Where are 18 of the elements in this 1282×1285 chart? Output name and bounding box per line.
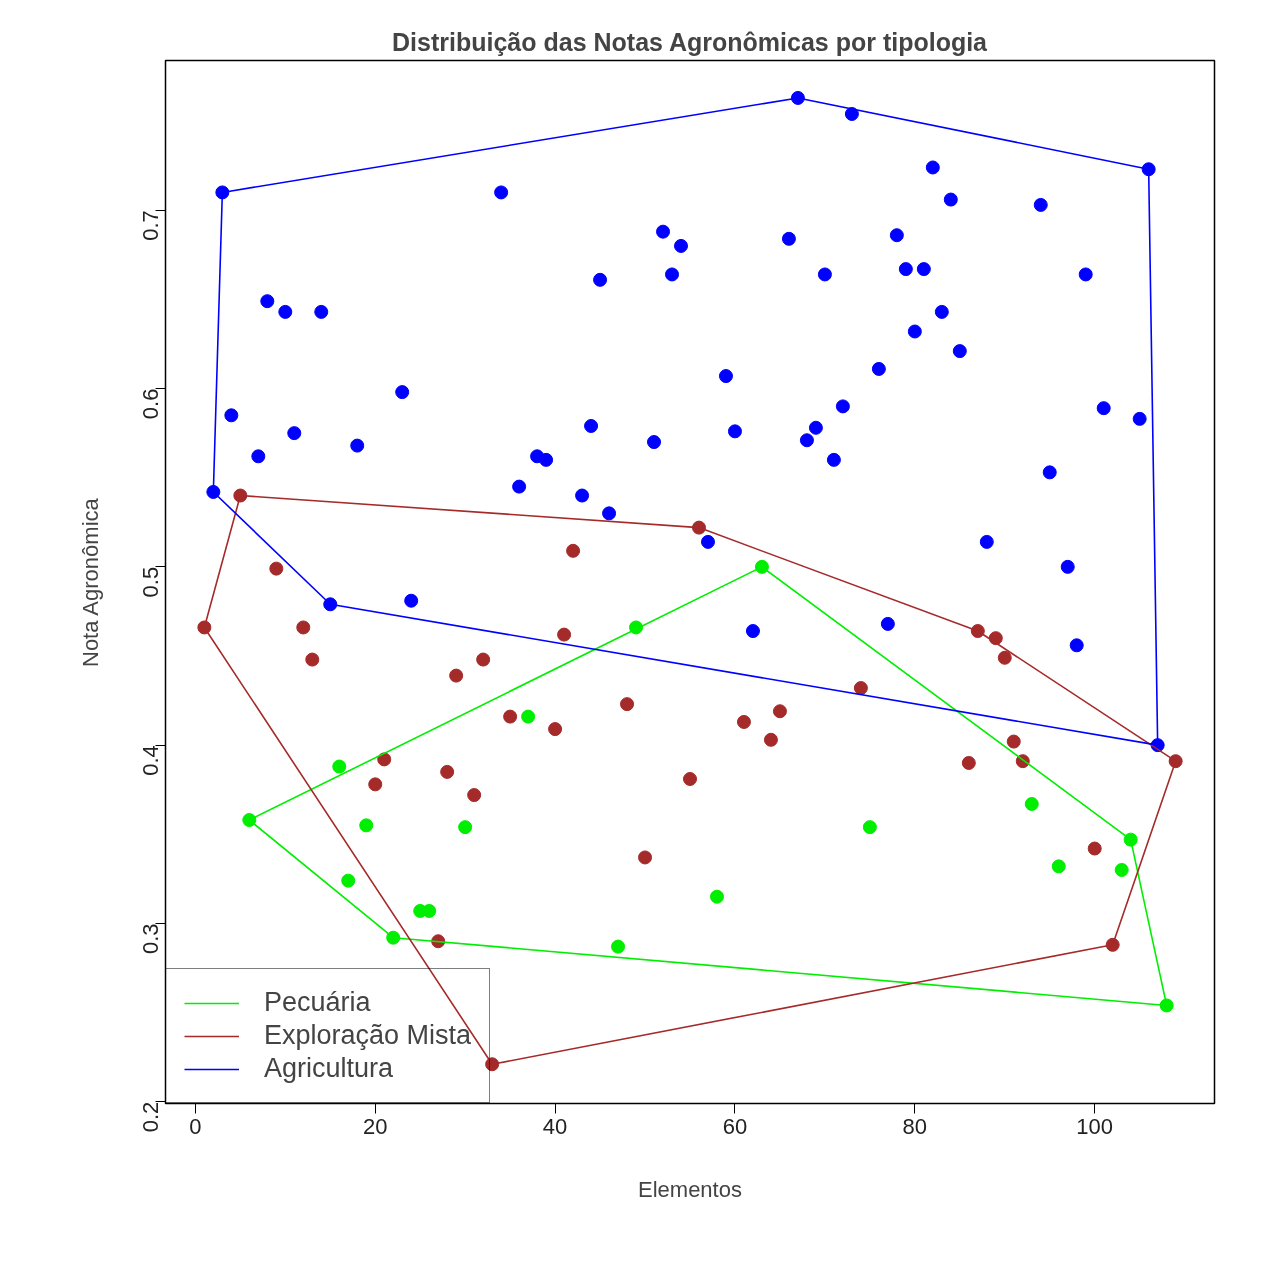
x-tick-label: 60 [722, 1113, 748, 1139]
y-tick-label: 0.7 [138, 210, 163, 241]
x-tick-label: 100 [1076, 1113, 1114, 1139]
y-tick-label: 0.2 [138, 1101, 163, 1133]
legend-label: Exploração Mista [264, 1020, 472, 1051]
x-tick-label: 0 [189, 1113, 202, 1139]
y-axis-title: Nota Agronômica [77, 497, 103, 667]
y-tick-label: 0.6 [138, 388, 163, 420]
legend-label: Agricultura [264, 1053, 394, 1084]
y-tick-label: 0.5 [138, 566, 163, 598]
x-axis-title: Elementos [638, 1176, 742, 1202]
x-tick-label: 20 [362, 1113, 388, 1139]
chart-title: Distribuição das Notas Agronômicas por tipologia [392, 27, 989, 56]
y-tick-label: 0.3 [138, 923, 163, 955]
x-tick-label: 40 [542, 1113, 568, 1139]
x-tick-label: 80 [902, 1113, 928, 1139]
y-tick-label: 0.4 [138, 745, 163, 776]
legend-label: Pecuária [264, 987, 371, 1018]
